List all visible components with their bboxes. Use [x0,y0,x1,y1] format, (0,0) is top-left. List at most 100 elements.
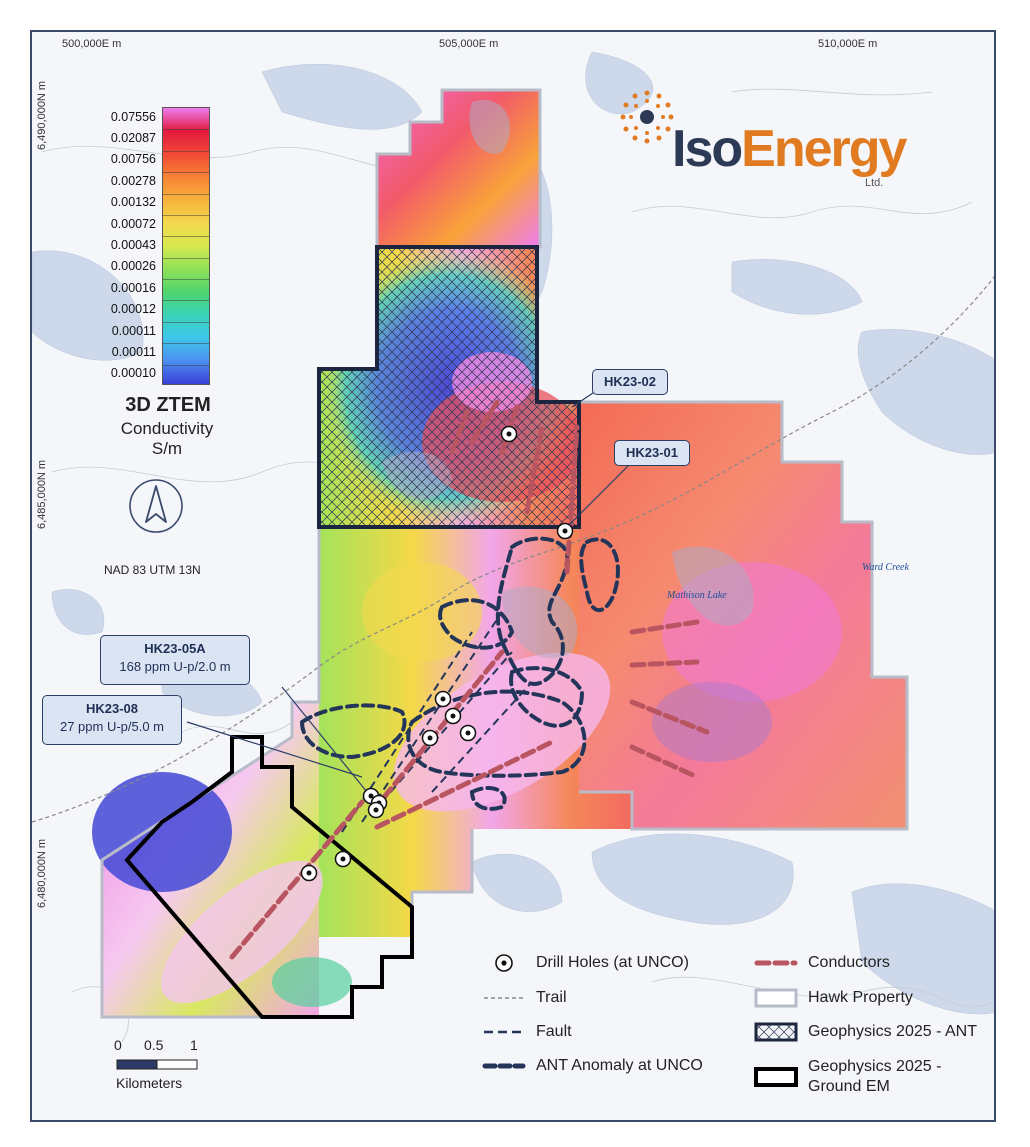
easting-label-505000: 505,000E m [439,38,499,50]
callout-hk23-05a[interactable]: HK23-05A 168 ppm U-p/2.0 m [100,635,250,685]
map-frame: 500,000E m 505,000E m 510,000E m 6,490,0… [30,30,996,1122]
logo-iso-text: Iso [672,120,743,178]
callout-hk23-01[interactable]: HK23-01 [614,440,690,466]
geophysics-ground-em-block [124,735,414,1019]
legend-item-geophysics-ground-em: Geophysics 2025 - Ground EM [754,1057,941,1097]
drill-hole-icon[interactable] [444,707,462,725]
colorbar-tick [163,236,209,238]
colorbar-value-label: 0.00011 [111,323,156,338]
legend-item-hawk-property: Hawk Property [754,987,913,1009]
legend-trail-label: Trail [536,989,567,1006]
callout-hk23-02[interactable]: HK23-02 [592,369,668,395]
colorbar-value-label: 0.00016 [110,280,156,295]
fault-symbol-icon [484,1030,524,1034]
callout-hk23-01-label: HK23-01 [625,445,679,460]
drill-hole-icon[interactable] [556,522,574,540]
legend-conductors-label: Conductors [808,954,890,971]
scale-tick-05: 0.5 [144,1037,164,1053]
colorbar-value-label: 0.00026 [110,259,156,274]
colorbar-value-label: 0.02087 [110,131,156,146]
colorbar-tick [163,364,209,366]
northing-label-6480000: 6,480,000N m [36,838,48,908]
isoenergy-logo: IsoEnergy Ltd. [617,87,937,197]
colorbar-tick [163,279,209,281]
drill-hole-icon[interactable] [434,690,452,708]
drill-hole-icon[interactable] [459,724,477,742]
legend-ant-anomaly-label: ANT Anomaly at UNCO [536,1057,703,1074]
colorbar-tick [163,321,209,323]
logo-wordmark: IsoEnergy [672,119,907,179]
drill-hole-icon[interactable] [500,425,518,443]
legend-fault-label: Fault [536,1023,572,1040]
geophysics-ant-block [317,245,581,529]
callout-hk23-05a-label: HK23-05A [144,641,206,656]
legend-item-ant-anomaly: ANT Anomaly at UNCO [482,1055,703,1077]
colorbar-tick [163,172,209,174]
callout-hk23-08[interactable]: HK23-08 27 ppm U-p/5.0 m [42,695,182,745]
colorbar-value-label: 0.00012 [110,302,156,317]
logo-ltd-text: Ltd. [865,177,884,189]
colorbar-tick [163,193,209,195]
hawk-property-symbol-icon [754,988,798,1008]
callout-leaders [186,386,633,793]
colorbar-subtitle-line2: S/m [151,439,183,458]
trail-line [32,276,994,823]
colorbar-value-label: 0.00011 [111,344,156,359]
colorbar-subtitle-line1: Conductivity [120,419,214,438]
callout-hk23-02-label: HK23-02 [603,374,657,389]
legend-geophysics-em-line2: Ground EM [808,1078,890,1095]
colorbar-title: 3D ZTEM [125,394,211,416]
scale-tick-1: 1 [190,1037,198,1053]
legend-drill-holes-label: Drill Holes (at UNCO) [536,954,689,971]
datum-label: NAD 83 UTM 13N [104,563,201,577]
colorbar-value-label: 0.00278 [110,173,156,188]
colorbar-tick [163,257,209,259]
ward-creek-label: Ward Creek [862,562,909,573]
legend-geophysics-em-label: Geophysics 2025 - Ground EM [808,1057,941,1097]
legend-item-geophysics-ant: Geophysics 2025 - ANT [754,1021,977,1043]
geophysics-ant-symbol-icon [754,1022,798,1042]
conductivity-scale-values: 0.07556 0.02087 0.00756 0.00278 0.00132 0.000… [94,107,156,387]
trail-symbol-icon [484,997,524,999]
callout-hk23-08-detail: 27 ppm U-p/5.0 m [59,719,165,734]
legend-item-drill-holes: Drill Holes (at UNCO) [482,952,689,974]
easting-label-500000: 500,000E m [62,38,122,50]
easting-label-510000: 510,000E m [818,38,878,50]
colorbar-value-label: 0.00043 [110,238,156,252]
conductor-lines [229,399,710,960]
callout-hk23-05a-detail: 168 ppm U-p/2.0 m [119,659,231,674]
colorbar-value-label: 0.00756 [110,152,156,167]
north-arrow-icon [129,479,183,533]
scale-bar: 0 0.5 1 Kilometers [102,1037,242,1097]
colorbar-value-label: 0.00132 [110,195,156,210]
conductor-symbol-icon [754,960,798,966]
colorbar-tick [163,300,209,302]
legend-item-trail: Trail [482,987,567,1009]
drill-hole-icon[interactable] [367,801,385,819]
drill-hole-icon[interactable] [300,864,318,882]
legend-geophysics-ant-label: Geophysics 2025 - ANT [808,1023,977,1040]
callout-hk23-08-label: HK23-08 [85,701,139,716]
geophysics-ground-em-symbol-icon [754,1067,798,1087]
northing-label-6490000: 6,490,000N m [36,80,48,150]
colorbar-tick [163,214,209,216]
colorbar-subtitle: Conductivity S/m [92,419,242,459]
scale-tick-0: 0 [114,1037,122,1053]
drill-hole-icon[interactable] [334,850,352,868]
drill-hole-icon[interactable] [421,729,439,747]
colorbar-tick [163,150,209,152]
drill-hole-icon [495,954,513,972]
mathison-lake-label: Mathison Lake [667,590,727,601]
northing-label-6485000: 6,485,000N m [36,459,48,529]
legend-item-fault: Fault [482,1021,572,1043]
legend-geophysics-em-line1: Geophysics 2025 - [808,1058,942,1075]
hawk-property-outline [100,88,909,1019]
legend-hawk-property-label: Hawk Property [808,989,913,1006]
colorbar-tick [163,343,209,345]
scale-bar-graphic [116,1059,198,1070]
colorbar-value-label: 0.00010 [110,366,156,381]
colorbar-value-label: 0.07556 [110,109,156,124]
legend-item-conductors: Conductors [754,952,890,974]
scale-unit-label: Kilometers [116,1075,183,1091]
sun-logo-icon [620,90,674,144]
